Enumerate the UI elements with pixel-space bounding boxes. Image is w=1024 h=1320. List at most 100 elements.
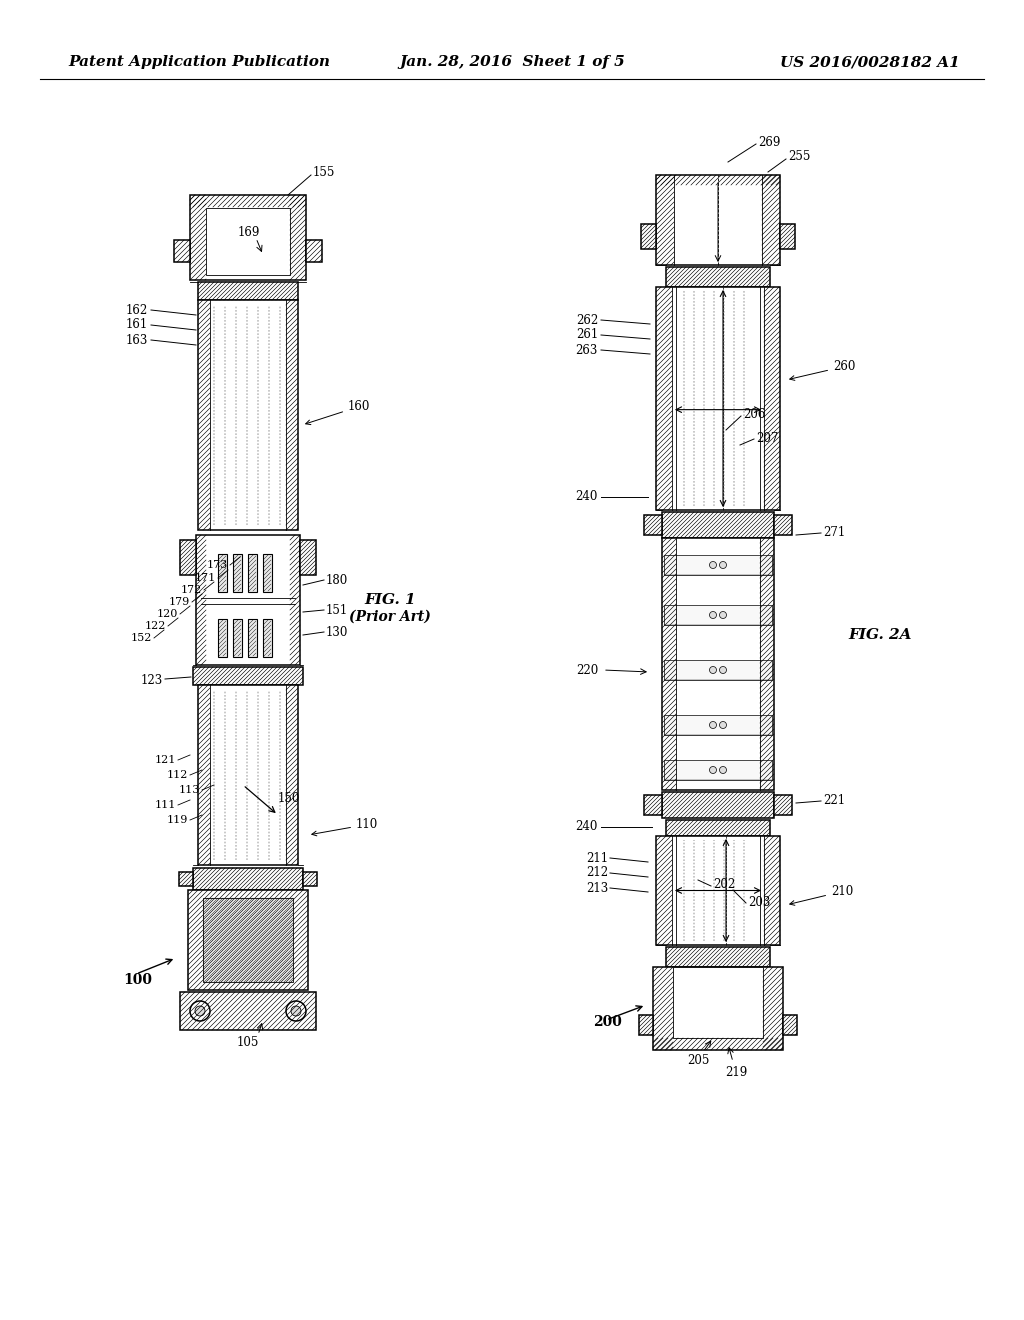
Bar	[774, 795, 792, 814]
Bar	[644, 515, 662, 535]
Bar	[190, 195, 206, 280]
Bar	[662, 512, 774, 539]
Bar	[196, 535, 300, 665]
Text: 240: 240	[575, 491, 598, 503]
Bar	[653, 968, 783, 1049]
Bar	[249, 554, 256, 591]
Circle shape	[286, 1001, 306, 1020]
Bar	[664, 760, 772, 780]
Text: 120: 120	[157, 609, 178, 619]
Bar	[198, 300, 210, 531]
Bar	[763, 968, 783, 1049]
Bar	[666, 946, 770, 968]
Bar	[218, 554, 227, 591]
Bar	[219, 554, 226, 591]
Circle shape	[190, 1001, 210, 1020]
Text: 113: 113	[178, 785, 200, 795]
Text: 269: 269	[758, 136, 780, 149]
Bar	[656, 176, 780, 185]
Text: 271: 271	[823, 525, 845, 539]
Text: (Prior Art): (Prior Art)	[349, 610, 431, 624]
Text: 221: 221	[823, 793, 845, 807]
Bar	[198, 685, 210, 865]
Bar	[656, 836, 672, 945]
Text: 240: 240	[575, 821, 598, 833]
Bar	[193, 667, 303, 685]
Bar	[653, 968, 673, 1049]
Bar	[180, 993, 316, 1030]
Bar	[764, 286, 780, 510]
Circle shape	[710, 722, 717, 729]
Bar	[248, 619, 257, 657]
Text: 122: 122	[144, 620, 166, 631]
Bar	[233, 619, 242, 657]
Bar	[662, 512, 774, 539]
Bar	[174, 240, 190, 261]
Text: 202: 202	[713, 879, 735, 891]
Bar	[174, 240, 190, 261]
Text: 203: 203	[748, 895, 770, 908]
Bar	[203, 898, 293, 982]
Text: 172: 172	[181, 585, 202, 595]
Text: 179: 179	[169, 597, 190, 607]
Text: 100: 100	[123, 973, 152, 987]
Bar	[193, 869, 303, 890]
Bar	[639, 1015, 653, 1035]
Text: FIG. 2A: FIG. 2A	[848, 628, 911, 642]
Bar	[300, 540, 316, 576]
Bar	[290, 535, 300, 665]
Bar	[656, 176, 674, 265]
Bar	[180, 540, 196, 576]
Bar	[774, 515, 792, 535]
Bar	[666, 267, 770, 286]
Text: 180: 180	[326, 573, 348, 586]
Bar	[234, 554, 241, 591]
Bar	[303, 873, 317, 886]
Bar	[666, 820, 770, 836]
Bar	[653, 1038, 783, 1049]
Bar	[290, 195, 306, 280]
Text: 123: 123	[140, 673, 163, 686]
Bar	[664, 554, 772, 576]
Circle shape	[710, 667, 717, 673]
Bar	[264, 620, 271, 656]
Bar	[662, 792, 774, 818]
Circle shape	[710, 767, 717, 774]
Bar	[774, 795, 792, 814]
Bar	[179, 873, 193, 886]
Text: 173: 173	[207, 560, 228, 570]
Circle shape	[720, 722, 726, 729]
Bar	[188, 890, 308, 990]
Circle shape	[710, 561, 717, 569]
Text: 171: 171	[195, 573, 216, 583]
Circle shape	[291, 1006, 301, 1016]
Circle shape	[720, 561, 726, 569]
Text: FIG. 1: FIG. 1	[365, 593, 416, 607]
Bar	[233, 554, 242, 591]
Bar	[219, 620, 226, 656]
Text: 207: 207	[756, 432, 778, 445]
Bar	[198, 300, 298, 531]
Text: 105: 105	[237, 1036, 259, 1049]
Bar	[198, 685, 298, 865]
Bar	[662, 792, 774, 818]
Bar	[664, 605, 772, 624]
Text: 210: 210	[790, 884, 853, 906]
Bar	[188, 890, 308, 990]
Bar	[196, 535, 206, 665]
Bar	[639, 1015, 653, 1035]
Bar	[656, 176, 780, 265]
Text: 261: 261	[575, 329, 598, 342]
Bar	[666, 820, 770, 836]
Text: 160: 160	[306, 400, 371, 425]
Bar	[193, 869, 303, 890]
Bar	[303, 873, 317, 886]
Text: 150: 150	[278, 792, 300, 804]
Text: 111: 111	[155, 800, 176, 810]
Circle shape	[720, 667, 726, 673]
Bar	[644, 795, 662, 814]
Bar	[193, 667, 303, 685]
Bar	[300, 540, 316, 576]
Bar	[656, 836, 780, 945]
Bar	[664, 715, 772, 735]
